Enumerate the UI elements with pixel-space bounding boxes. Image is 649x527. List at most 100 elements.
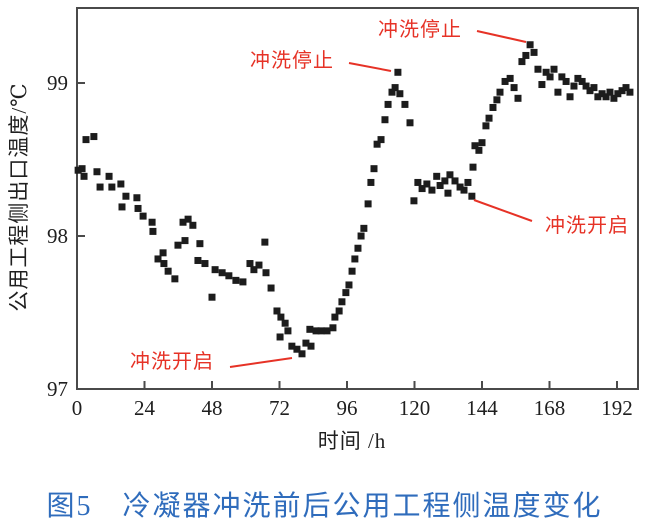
data-point xyxy=(348,267,356,275)
data-point xyxy=(406,119,414,127)
data-point xyxy=(184,215,192,223)
data-point xyxy=(578,77,586,85)
annotation-label: 冲洗停止 xyxy=(378,18,462,41)
data-point xyxy=(232,276,240,284)
data-point xyxy=(471,142,479,150)
x-tick-label: 24 xyxy=(134,396,156,420)
data-point xyxy=(414,178,422,186)
data-point xyxy=(582,82,590,90)
data-point xyxy=(433,172,441,180)
data-point xyxy=(469,163,477,171)
x-tick-label: 192 xyxy=(601,396,633,420)
data-point xyxy=(78,165,86,173)
data-point xyxy=(335,307,343,315)
data-point xyxy=(255,261,263,269)
data-point xyxy=(360,224,368,232)
data-point xyxy=(225,272,233,280)
data-point xyxy=(542,68,550,76)
data-point xyxy=(482,122,490,130)
data-point xyxy=(574,74,582,82)
annotation-label: 冲洗开启 xyxy=(130,350,214,373)
data-point xyxy=(534,65,542,73)
data-point xyxy=(377,136,385,144)
data-point xyxy=(418,185,426,193)
data-point xyxy=(496,88,504,96)
plot-frame xyxy=(76,7,639,390)
data-point xyxy=(364,200,372,208)
data-point xyxy=(307,342,315,350)
x-tick-label: 0 xyxy=(72,396,83,420)
data-point xyxy=(394,68,402,76)
data-point xyxy=(118,203,126,211)
annotation-arrow xyxy=(476,30,527,43)
annotation-arrow xyxy=(348,62,392,72)
x-tick-label: 72 xyxy=(269,396,290,420)
data-point xyxy=(139,212,147,220)
y-tick-label: 97 xyxy=(47,377,68,401)
data-point xyxy=(148,218,156,226)
data-point xyxy=(618,87,626,95)
data-point xyxy=(566,93,574,101)
data-point xyxy=(74,166,82,174)
data-point xyxy=(444,189,452,197)
data-point xyxy=(562,77,570,85)
data-point xyxy=(456,183,464,191)
data-point xyxy=(133,194,141,202)
y-axis-ticks: 97 98 99 xyxy=(47,71,85,401)
data-point xyxy=(554,88,562,96)
data-point xyxy=(436,182,444,190)
data-point xyxy=(478,139,486,147)
data-point xyxy=(312,327,320,335)
x-tick-label: 48 xyxy=(202,396,223,420)
data-point xyxy=(526,41,534,49)
data-point xyxy=(550,65,558,73)
data-point xyxy=(246,260,254,268)
data-point xyxy=(194,256,202,264)
data-point xyxy=(239,278,247,286)
data-point xyxy=(370,165,378,173)
x-tick-label: 96 xyxy=(337,396,358,420)
data-point xyxy=(284,327,292,335)
x-axis-ticks: 0 24 48 72 96 120 144 168 192 xyxy=(72,381,633,420)
data-point xyxy=(208,293,216,301)
data-point xyxy=(218,269,226,277)
data-point xyxy=(273,307,281,315)
x-tick-label: 120 xyxy=(399,396,431,420)
data-point xyxy=(181,237,189,245)
data-point xyxy=(281,319,289,327)
data-point xyxy=(93,168,101,176)
data-point xyxy=(329,324,337,332)
data-point xyxy=(96,183,104,191)
data-point xyxy=(354,244,362,252)
data-point xyxy=(514,94,522,102)
data-point xyxy=(323,327,331,335)
data-point xyxy=(510,84,518,92)
x-tick-label: 144 xyxy=(466,396,498,420)
data-point xyxy=(82,136,90,144)
data-point xyxy=(122,192,130,200)
data-point xyxy=(410,197,418,205)
data-point xyxy=(464,178,472,186)
data-point xyxy=(485,114,493,122)
data-point xyxy=(302,339,310,347)
data-point xyxy=(373,140,381,148)
data-point xyxy=(262,269,270,277)
data-point xyxy=(610,94,618,102)
data-point xyxy=(342,289,350,297)
data-point xyxy=(493,96,501,104)
data-point xyxy=(351,255,359,263)
data-point xyxy=(522,51,530,59)
data-point xyxy=(401,100,409,108)
data-point xyxy=(105,172,113,180)
data-point xyxy=(423,180,431,188)
data-point xyxy=(164,267,172,275)
data-point xyxy=(189,221,197,229)
y-axis-label: 公用工程侧出口温度/℃ xyxy=(7,82,31,311)
data-point xyxy=(174,241,182,249)
data-point xyxy=(530,48,538,56)
data-point xyxy=(154,255,162,263)
data-point xyxy=(160,260,168,268)
data-point xyxy=(134,204,142,212)
data-point xyxy=(441,177,449,185)
